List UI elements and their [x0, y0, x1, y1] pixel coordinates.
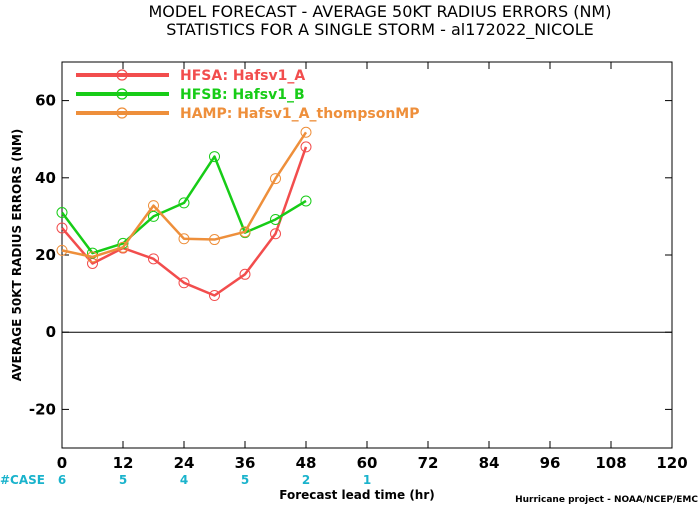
x-tick-label: 120	[656, 454, 687, 472]
series-point-3	[209, 234, 220, 246]
x-tick-label: 96	[540, 454, 561, 472]
series-point-3	[239, 226, 251, 238]
series-point-2	[209, 151, 220, 163]
legend-label: HFSA: Hafsv1_A	[180, 68, 305, 84]
case-count: 4	[180, 473, 188, 487]
series-point-3	[178, 233, 190, 245]
series-point-3	[87, 251, 98, 263]
series-point-3	[270, 173, 281, 185]
y-tick-label: 0	[46, 323, 56, 341]
x-tick-label: 108	[595, 454, 626, 472]
case-count: 2	[302, 473, 310, 487]
series-line-1	[61, 146, 308, 297]
series-point-2	[270, 213, 281, 225]
y-tick-label: 40	[35, 169, 56, 187]
case-count: 5	[119, 473, 127, 487]
series-point-1	[300, 141, 312, 153]
x-tick-label: 60	[357, 454, 378, 472]
legend-label: HAMP: Hafsv1_A_thompsonMP	[180, 106, 420, 122]
series-point-2	[56, 207, 68, 219]
series-point-3	[56, 244, 68, 256]
x-tick-label: 12	[113, 454, 134, 472]
x-tick-label: 24	[174, 454, 195, 472]
y-tick-label: 20	[35, 246, 56, 264]
series-point-1	[239, 268, 251, 280]
credit-text: Hurricane project - NOAA/NCEP/EMC	[515, 495, 698, 505]
series-point-3	[148, 200, 159, 212]
series-point-2	[300, 195, 312, 207]
series-point-2	[148, 210, 159, 222]
chart-subtitle: STATISTICS FOR A SINGLE STORM - al172022…	[166, 20, 594, 40]
y-tick-label: -20	[29, 400, 56, 418]
series-point-1	[148, 253, 159, 265]
series-point-3	[117, 241, 129, 253]
y-axis-label: AVERAGE 50KT RADIUS ERRORS (NM)	[10, 129, 24, 381]
case-label: #CASE	[0, 473, 45, 487]
series-point-1	[178, 277, 190, 289]
x-tick-label: 36	[235, 454, 256, 472]
case-count: 6	[58, 473, 66, 487]
x-tick-label: 72	[418, 454, 439, 472]
series-point-3	[300, 126, 312, 138]
case-count: 1	[363, 473, 371, 487]
case-count: 5	[241, 473, 249, 487]
legend-marker	[116, 88, 128, 100]
series-point-2	[178, 197, 190, 209]
series-line-2	[61, 155, 307, 255]
chart-title: MODEL FORECAST - AVERAGE 50KT RADIUS ERR…	[149, 2, 612, 21]
legend-label: HFSB: Hafsv1_B	[180, 87, 305, 103]
y-tick-label: 60	[35, 92, 56, 110]
series-point-1	[56, 222, 68, 234]
series-point-1	[209, 290, 220, 302]
x-tick-label: 48	[296, 454, 317, 472]
x-tick-label: 84	[479, 454, 500, 472]
x-axis-label: Forecast lead time (hr)	[279, 488, 435, 502]
series-line-3	[61, 131, 308, 259]
legend-marker	[116, 69, 128, 81]
x-tick-label: 0	[57, 454, 67, 472]
series-point-1	[270, 228, 281, 240]
legend-marker	[116, 107, 128, 119]
